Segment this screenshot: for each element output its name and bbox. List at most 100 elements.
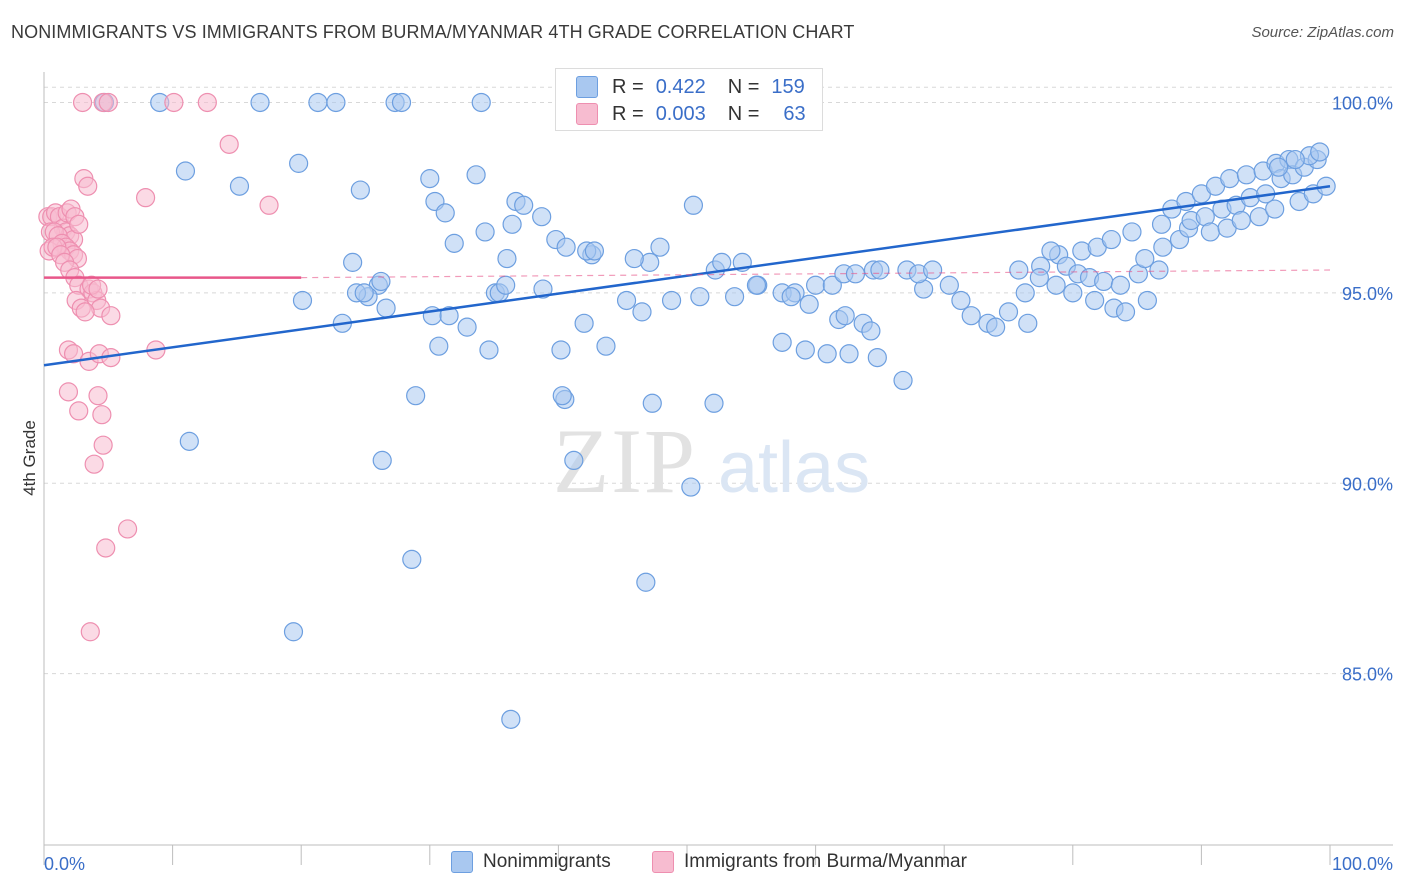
point-immigrant [259,195,279,215]
point-nonimmigrant [624,248,644,269]
point-nonimmigrant [1115,302,1136,322]
y-axis-title: 4th Grade [20,420,39,496]
point-nonimmigrant [1110,275,1130,295]
point-nonimmigrant [497,248,517,269]
point-immigrant [88,386,108,406]
point-nonimmigrant [1153,237,1173,257]
legend-swatch-pink [576,103,598,125]
source-label: Source: ZipAtlas.com [1251,24,1394,41]
y-tick-label: 100.0% [1332,93,1393,113]
point-nonimmigrant [1200,222,1221,242]
point-nonimmigrant [556,237,576,257]
x-tick-label: 0.0% [44,854,85,874]
point-immigrant [72,92,93,113]
point-nonimmigrant [479,340,499,360]
point-nonimmigrant [350,180,370,200]
point-nonimmigrant [772,332,792,352]
point-nonimmigrant [1018,313,1038,333]
legend-label-nonimmigrants: Nonimmigrants [483,851,611,872]
point-nonimmigrant [391,92,412,113]
point-immigrant [69,401,89,421]
point-nonimmigrant [326,92,346,113]
legend-r-label: R = [612,75,644,98]
point-nonimmigrant [514,195,534,215]
point-nonimmigrant [724,287,745,307]
point-nonimmigrant [1122,222,1142,242]
point-nonimmigrant [1135,248,1155,269]
point-nonimmigrant [1220,169,1240,189]
point-immigrant [75,302,95,322]
point-nonimmigrant [292,290,313,311]
point-nonimmigrant [289,153,309,173]
point-nonimmigrant [308,92,328,113]
legend-swatch-blue [451,851,473,873]
point-immigrant [84,454,104,474]
point-nonimmigrant [376,298,396,318]
point-nonimmigrant [420,169,440,189]
point-nonimmigrant [661,290,682,311]
point-nonimmigrant [406,386,426,406]
point-immigrant [197,92,217,113]
point-nonimmigrant [1046,275,1066,295]
point-nonimmigrant [835,306,855,326]
point-nonimmigrant [636,572,656,592]
point-nonimmigrant [533,279,553,299]
legend-n-value: 159 [771,75,805,98]
point-nonimmigrant [704,393,724,413]
point-nonimmigrant [343,252,363,272]
point-nonimmigrant [1231,210,1251,231]
point-nonimmigrant [998,302,1019,322]
point-nonimmigrant [861,321,881,341]
point-nonimmigrant [690,287,710,307]
point-nonimmigrant [229,176,250,196]
point-nonimmigrant [817,344,837,364]
legend-item-immigrants[interactable]: Immigrants from Burma/Myanmar [652,851,967,873]
tick-labels: 85.0% 90.0% 95.0% 100.0% 0.0% 100.0% 4th Grade [20,93,1393,874]
y-tick-label: 90.0% [1342,474,1393,494]
point-immigrant [63,344,84,364]
legend-r-value: 0.003 [655,102,706,125]
point-nonimmigrant [574,313,594,333]
point-nonimmigrant [1151,214,1172,234]
point-nonimmigrant [175,161,196,181]
point-nonimmigrant [429,336,449,356]
point-nonimmigrant [283,622,304,642]
point-nonimmigrant [839,344,859,364]
watermark: ZIP atlas [553,410,870,512]
point-nonimmigrant [1094,271,1114,292]
point-immigrant [88,279,108,299]
point-nonimmigrant [466,165,486,185]
legend-item-nonimmigrants[interactable]: Nonimmigrants [451,851,611,873]
point-nonimmigrant [179,431,199,451]
point-nonimmigrant [354,283,374,303]
legend-r-label: R = [612,102,644,125]
legend-n-label: N = [727,102,760,125]
point-nonimmigrant [372,450,392,471]
point-nonimmigrant [799,294,819,314]
point-nonimmigrant [1236,165,1257,185]
legend-r-value: 0.422 [655,75,706,98]
point-nonimmigrant [552,386,572,406]
point-immigrant [219,134,239,154]
point-nonimmigrant [1137,290,1157,311]
point-nonimmigrant [986,317,1006,337]
point-nonimmigrant [781,287,801,307]
point-nonimmigrant [501,709,521,729]
point-nonimmigrant [402,549,422,570]
point-nonimmigrant [1310,142,1330,162]
point-nonimmigrant [923,260,943,280]
point-nonimmigrant [475,222,495,242]
point-nonimmigrant [1015,283,1035,303]
point-nonimmigrant [805,275,826,295]
point-immigrant [92,405,112,425]
point-nonimmigrant [471,92,491,113]
point-nonimmigrant [822,275,842,295]
point-immigrant [101,306,121,326]
point-nonimmigrant [1265,199,1285,219]
legend-n-label: N = [727,75,760,98]
point-nonimmigrant [584,241,605,261]
point-nonimmigrant [1041,241,1061,261]
point-immigrant [135,188,156,208]
legend-label-immigrants: Immigrants from Burma/Myanmar [684,851,967,872]
